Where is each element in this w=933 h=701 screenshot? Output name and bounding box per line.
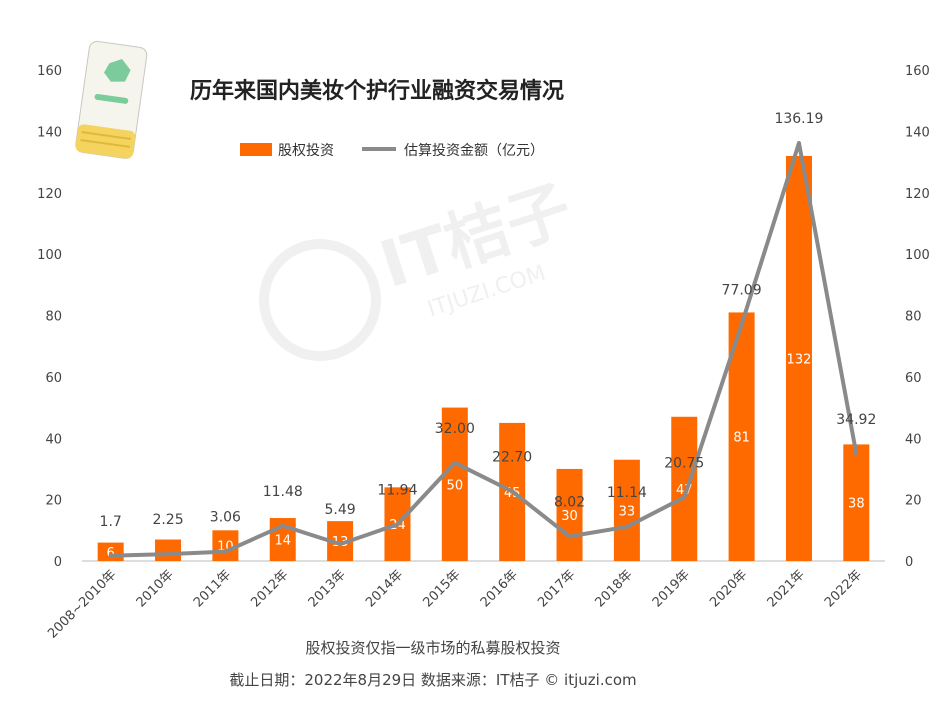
line-point	[223, 549, 228, 554]
y2-tick-label: 140	[905, 125, 930, 140]
bar-series	[97, 155, 870, 562]
bar-value-label: 30	[561, 509, 578, 524]
legend: 股权投资 估算投资金额（亿元）	[240, 143, 544, 159]
line-value-label: 32.00	[435, 421, 475, 437]
line-point	[280, 523, 285, 528]
line-point	[682, 495, 687, 500]
cosmetic-tube-icon	[75, 40, 148, 159]
x-tick-label: 2013年	[306, 567, 349, 610]
y2-tick-label: 20	[905, 494, 922, 509]
y-tick-label: 20	[45, 494, 62, 509]
y-tick-label: 60	[45, 371, 62, 386]
line-value-label: 11.14	[607, 485, 647, 501]
y2-tick-label: 100	[905, 248, 930, 263]
line-point	[452, 460, 457, 465]
legend-bar-label: 股权投资	[278, 143, 334, 159]
bar	[843, 444, 870, 561]
footnote-note: 股权投资仅指一级市场的私募股权投资	[305, 639, 560, 657]
bar-value-label: 14	[274, 534, 291, 549]
line-value-label: 3.06	[210, 510, 241, 526]
line-value-label: 2.25	[152, 512, 183, 528]
watermark: IT桔子 ITJUZI.COM	[259, 172, 581, 361]
bar	[441, 407, 468, 561]
x-tick-label: 2018年	[593, 567, 636, 610]
line-value-label: 136.19	[774, 111, 823, 127]
line-value-label: 11.94	[377, 482, 417, 498]
legend-line-label: 估算投资金额（亿元）	[404, 143, 544, 159]
bar-value-label: 6	[107, 546, 115, 561]
line-series	[108, 141, 859, 558]
footnote-source: 截止日期：2022年8月29日 数据来源：IT桔子 © itjuzi.com	[229, 671, 636, 689]
y-tick-label: 160	[37, 64, 62, 79]
line-path	[110, 141, 859, 558]
x-tick-labels: 2008~2010年 2010年 2011年 2012年 2013年 2014年 2015年…	[45, 567, 865, 641]
y-tick-label: 40	[45, 432, 62, 447]
line-value-label: 34.92	[836, 412, 876, 428]
line-value-label: 77.09	[722, 282, 762, 298]
chart-title: 历年来国内美妆个护行业融资交易情况	[190, 78, 564, 104]
line-point	[567, 534, 572, 539]
y2-tick-label: 60	[905, 371, 922, 386]
legend-bar-swatch	[240, 143, 272, 156]
line-point	[624, 524, 629, 529]
bar	[613, 459, 640, 561]
y-tick-label: 140	[37, 125, 62, 140]
bar	[785, 155, 812, 562]
x-tick-label: 2011年	[191, 567, 234, 610]
line-point	[854, 451, 859, 456]
line-value-label: 8.02	[554, 494, 585, 510]
line-point	[338, 542, 343, 547]
line-value-label: 20.75	[664, 455, 704, 471]
y-tick-label: 0	[54, 555, 62, 570]
line-point	[395, 522, 400, 527]
x-tick-label: 2015年	[420, 567, 463, 610]
x-tick-label: 2008~2010年	[45, 567, 119, 641]
line-value-label: 1.7	[100, 514, 122, 530]
y2-tick-label: 120	[905, 187, 930, 202]
bar-value-label: 132	[787, 352, 812, 367]
x-tick-label: 2022年	[822, 567, 865, 610]
y-tick-label: 120	[37, 187, 62, 202]
bar-value-label: 81	[733, 431, 750, 446]
bar	[155, 539, 182, 561]
line-value-label: 5.49	[325, 502, 356, 518]
line-labels: 1.7 2.25 3.06 11.48 5.49 11.94 32.00 22.70 8.02 1…	[100, 111, 877, 530]
bar	[671, 416, 698, 561]
line-point	[796, 141, 801, 146]
y-tick-label: 100	[37, 248, 62, 263]
bar-value-label: 38	[848, 497, 865, 512]
x-tick-label: 2020年	[707, 567, 750, 610]
y2-tick-label: 160	[905, 64, 930, 79]
line-value-label: 11.48	[263, 484, 303, 500]
bar-labels: 61014132450453033478113238	[107, 352, 865, 560]
y-tick-label: 80	[45, 310, 62, 325]
line-point	[510, 489, 515, 494]
bar-value-label: 33	[619, 504, 636, 519]
x-tick-label: 2021年	[765, 567, 808, 610]
bar	[556, 468, 583, 561]
x-tick-label: 2019年	[650, 567, 693, 610]
y2-tick-label: 0	[905, 555, 913, 570]
line-value-label: 22.70	[492, 449, 532, 465]
x-tick-label: 2014年	[363, 567, 406, 610]
x-tick-label: 2012年	[248, 567, 291, 610]
line-point	[108, 553, 113, 558]
x-tick-label: 2010年	[134, 567, 177, 610]
x-tick-label: 2017年	[535, 567, 578, 610]
x-tick-label: 2016年	[478, 567, 521, 610]
y2-tick-label: 40	[905, 432, 922, 447]
line-point	[739, 322, 744, 327]
y2-tick-label: 80	[905, 310, 922, 325]
line-point	[166, 552, 171, 557]
bar-value-label: 50	[447, 478, 464, 493]
